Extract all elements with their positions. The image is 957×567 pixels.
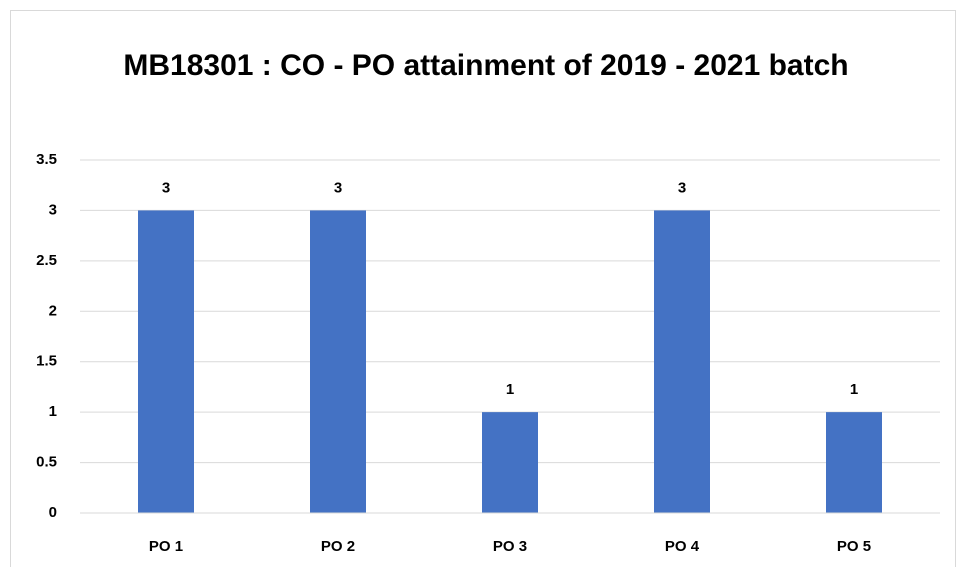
y-tick-label: 1 <box>49 403 57 420</box>
y-tick-label: 0 <box>49 504 57 521</box>
data-label: 3 <box>162 179 170 196</box>
x-tick-label: PO 5 <box>837 538 871 555</box>
bar <box>654 210 710 513</box>
x-tick-label: PO 2 <box>321 538 355 555</box>
bar <box>482 412 538 513</box>
data-label: 3 <box>334 179 342 196</box>
x-tick-label: PO 1 <box>149 538 183 555</box>
bar <box>310 210 366 513</box>
y-tick-label: 2.5 <box>36 252 57 269</box>
chart-border <box>10 10 956 567</box>
y-tick-label: 1.5 <box>36 353 57 370</box>
x-tick-label: PO 4 <box>665 538 700 555</box>
chart-title: MB18301 : CO - PO attainment of 2019 - 2… <box>123 49 849 82</box>
data-label: 1 <box>850 381 858 398</box>
y-tick-label: 0.5 <box>36 454 57 471</box>
data-label: 3 <box>678 179 686 196</box>
y-tick-label: 3.5 <box>36 151 57 168</box>
bar <box>138 210 194 513</box>
bar <box>826 412 882 513</box>
x-tick-label: PO 3 <box>493 538 527 555</box>
y-tick-label: 3 <box>49 201 57 218</box>
data-label: 1 <box>506 381 514 398</box>
y-tick-label: 2 <box>49 302 57 319</box>
